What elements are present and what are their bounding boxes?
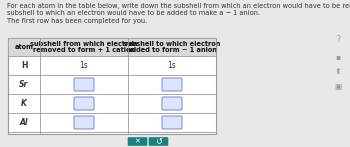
FancyBboxPatch shape [128, 137, 147, 146]
Text: ▪: ▪ [335, 52, 341, 61]
Text: 1s: 1s [168, 61, 176, 70]
Text: Sr: Sr [19, 80, 29, 89]
Text: subshell from which electron
removed to form + 1 cation: subshell from which electron removed to … [30, 41, 138, 54]
Text: K: K [21, 99, 27, 108]
Text: subshell to which electron
added to form − 1 anion: subshell to which electron added to form… [123, 41, 221, 54]
Text: ?: ? [336, 35, 340, 45]
Bar [8, 38, 216, 56]
Text: For each atom in the table below, write down the subshell from which an electron: For each atom in the table below, write … [7, 3, 350, 9]
Text: H: H [21, 61, 27, 70]
Bar [8, 38, 216, 134]
Text: atom: atom [14, 44, 34, 50]
Text: 1s: 1s [80, 61, 88, 70]
FancyBboxPatch shape [162, 97, 182, 110]
FancyBboxPatch shape [162, 116, 182, 129]
Text: Al: Al [20, 118, 28, 127]
FancyBboxPatch shape [74, 97, 94, 110]
Text: ✕: ✕ [134, 138, 140, 145]
FancyBboxPatch shape [149, 137, 168, 146]
Text: subshell to which an electron would have to be added to make a − 1 anion.: subshell to which an electron would have… [7, 10, 260, 16]
Text: ⬆: ⬆ [335, 67, 341, 76]
Text: ↺: ↺ [155, 137, 162, 146]
FancyBboxPatch shape [74, 78, 94, 91]
Text: The first row has been completed for you.: The first row has been completed for you… [7, 18, 147, 24]
FancyBboxPatch shape [162, 78, 182, 91]
Text: ▣: ▣ [334, 82, 342, 91]
FancyBboxPatch shape [74, 116, 94, 129]
